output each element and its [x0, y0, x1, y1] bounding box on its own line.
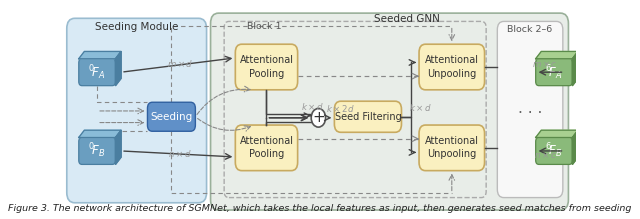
Circle shape — [311, 108, 326, 127]
FancyBboxPatch shape — [79, 59, 115, 86]
Text: $k \times d$: $k \times d$ — [301, 101, 324, 111]
Text: $m \times c$: $m \times c$ — [532, 59, 558, 69]
Polygon shape — [115, 51, 121, 86]
FancyBboxPatch shape — [334, 101, 401, 132]
Text: ${}^6\!F_A$: ${}^6\!F_A$ — [545, 63, 563, 81]
Polygon shape — [572, 130, 578, 164]
Text: $n \times d$: $n \times d$ — [168, 148, 191, 159]
Text: Attentional
Unpooling: Attentional Unpooling — [425, 55, 479, 79]
Text: Attentional
Pooling: Attentional Pooling — [239, 136, 294, 159]
Text: Attentional
Pooling: Attentional Pooling — [239, 55, 294, 79]
Polygon shape — [79, 51, 121, 59]
Text: ${}^0\!F_B$: ${}^0\!F_B$ — [88, 142, 106, 160]
Polygon shape — [572, 51, 578, 86]
FancyBboxPatch shape — [536, 138, 572, 164]
Text: ${}^0\!F_A$: ${}^0\!F_A$ — [88, 63, 106, 81]
FancyBboxPatch shape — [419, 125, 484, 171]
Text: $k \times d$: $k \times d$ — [410, 102, 433, 113]
Polygon shape — [115, 130, 121, 164]
Text: ${}^6\!F_B$: ${}^6\!F_B$ — [545, 142, 563, 160]
Text: · · ·: · · · — [518, 106, 542, 121]
Text: Seed Filtering: Seed Filtering — [335, 112, 401, 122]
Polygon shape — [79, 130, 121, 138]
Text: Block 2–6: Block 2–6 — [508, 25, 553, 34]
FancyBboxPatch shape — [236, 44, 298, 90]
Text: $n \times c$: $n \times c$ — [534, 150, 557, 160]
Text: +: + — [312, 110, 324, 125]
FancyBboxPatch shape — [211, 13, 568, 210]
Text: Block 1: Block 1 — [247, 22, 282, 31]
FancyBboxPatch shape — [79, 138, 115, 164]
Text: Figure 3. The network architecture of SGMNet, which takes the local features as : Figure 3. The network architecture of SG… — [8, 204, 632, 213]
FancyBboxPatch shape — [497, 21, 563, 198]
Polygon shape — [536, 130, 578, 138]
Text: $m \times d$: $m \times d$ — [166, 58, 193, 69]
Polygon shape — [536, 51, 578, 59]
Text: Seeding Module: Seeding Module — [95, 22, 179, 32]
Text: $k \times 2d$: $k \times 2d$ — [326, 102, 355, 114]
FancyBboxPatch shape — [147, 102, 195, 131]
FancyBboxPatch shape — [536, 59, 572, 86]
FancyBboxPatch shape — [419, 44, 484, 90]
Text: Attentional
Unpooling: Attentional Unpooling — [425, 136, 479, 159]
Text: Seeded GNN: Seeded GNN — [374, 14, 440, 24]
Text: Seeding: Seeding — [150, 112, 193, 122]
FancyBboxPatch shape — [67, 18, 207, 203]
FancyBboxPatch shape — [236, 125, 298, 171]
